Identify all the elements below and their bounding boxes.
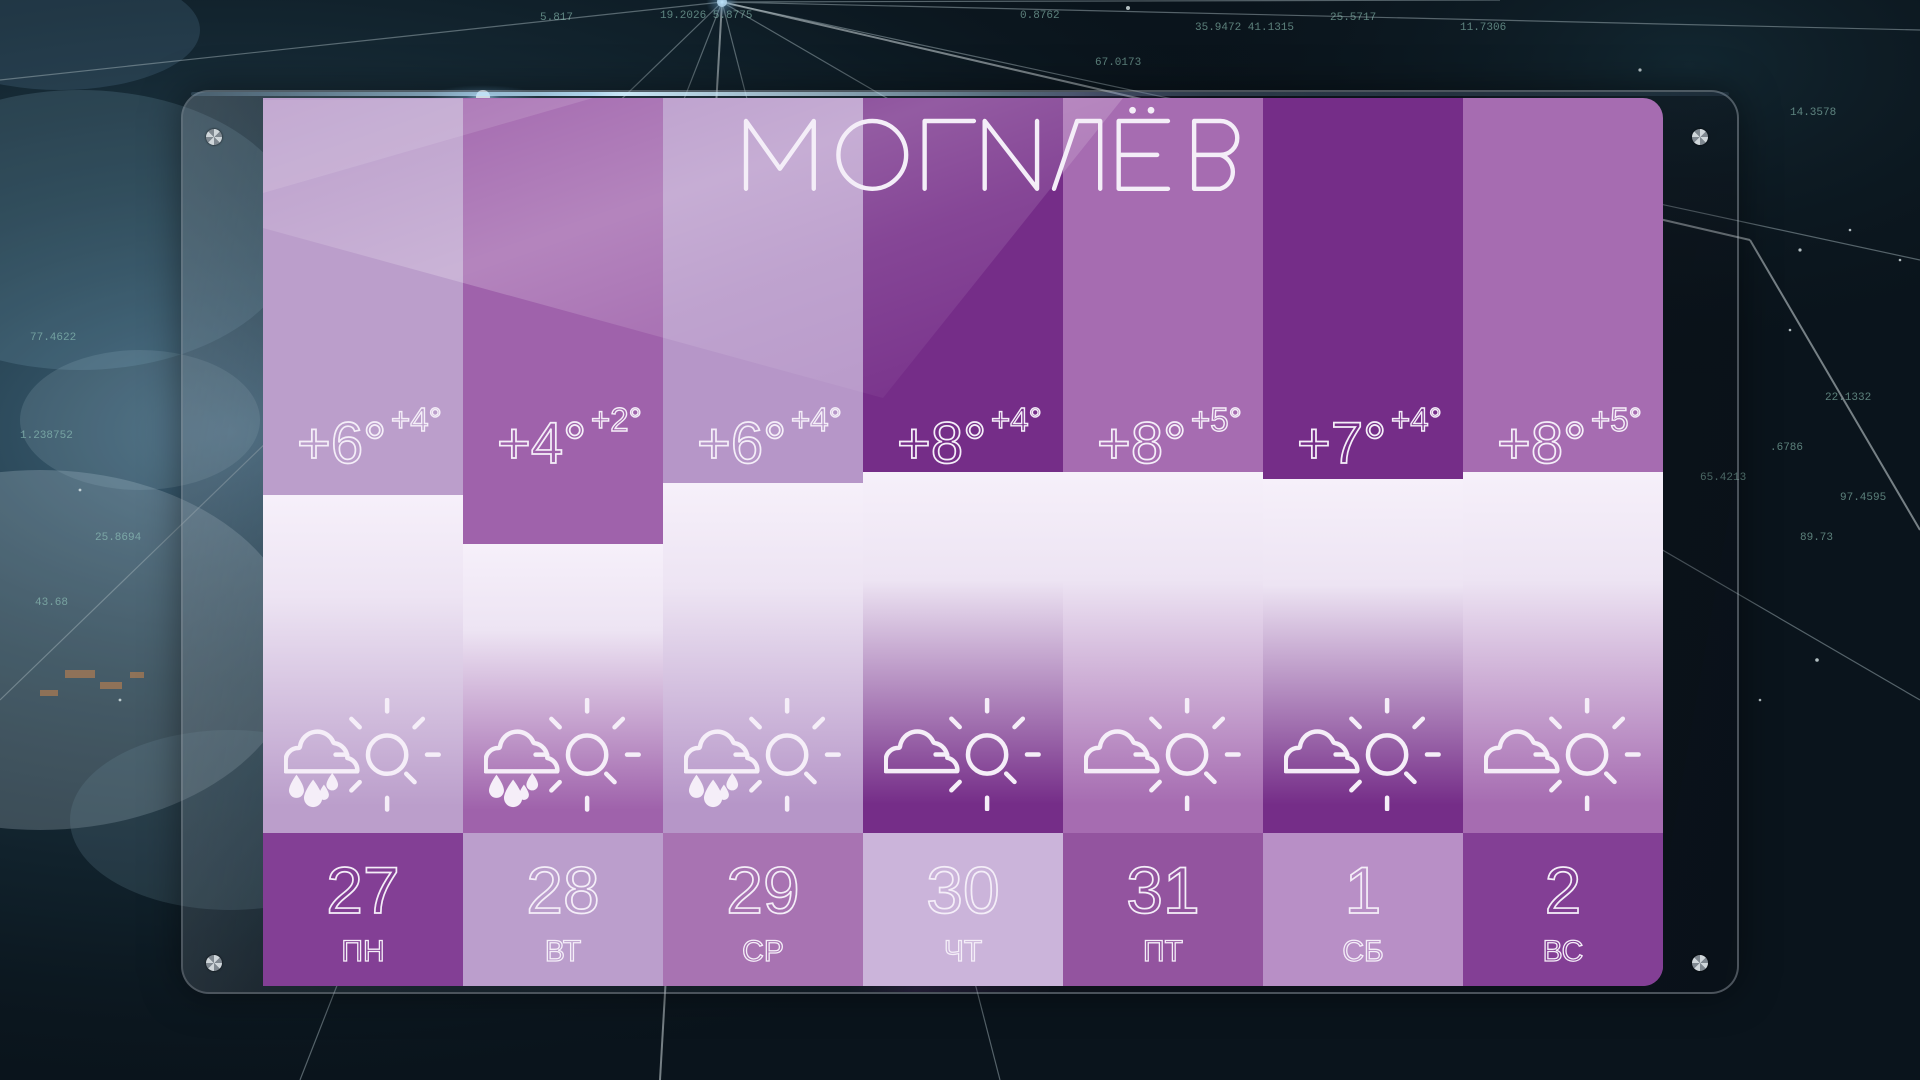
- svg-text:+4°: +4°: [497, 411, 586, 476]
- svg-text:89.73: 89.73: [1800, 532, 1833, 544]
- svg-text:1.238752: 1.238752: [20, 430, 73, 442]
- svg-text:22.1332: 22.1332: [1825, 392, 1871, 404]
- svg-text:+5°: +5°: [1591, 401, 1642, 438]
- svg-text:ВТ: ВТ: [545, 935, 581, 968]
- svg-text:35.9472 41.1315: 35.9472 41.1315: [1195, 22, 1294, 34]
- svg-text:0.8762: 0.8762: [1020, 10, 1060, 22]
- svg-text:+6°: +6°: [697, 411, 786, 476]
- svg-text:25.8694: 25.8694: [95, 532, 142, 544]
- svg-text:28: 28: [526, 853, 599, 927]
- svg-text:5.817: 5.817: [540, 12, 573, 24]
- svg-text:+8°: +8°: [1097, 411, 1186, 476]
- svg-text:СР: СР: [742, 935, 784, 968]
- svg-text:43.68: 43.68: [35, 597, 68, 609]
- svg-text:30: 30: [926, 853, 999, 927]
- svg-text:14.3578: 14.3578: [1790, 107, 1836, 119]
- svg-text:+5°: +5°: [1191, 401, 1242, 438]
- svg-text:19.2026 5.8775: 19.2026 5.8775: [660, 10, 752, 22]
- svg-text:ПТ: ПТ: [1143, 935, 1183, 968]
- svg-text:+7°: +7°: [1297, 411, 1386, 476]
- svg-text:77.4622: 77.4622: [30, 332, 76, 344]
- svg-text:+6°: +6°: [297, 411, 386, 476]
- svg-text:.6786: .6786: [1770, 442, 1803, 454]
- svg-text:1: 1: [1345, 853, 1382, 927]
- svg-text:+4°: +4°: [791, 401, 842, 438]
- svg-text:27: 27: [326, 853, 399, 927]
- svg-text:97.4595: 97.4595: [1840, 492, 1886, 504]
- svg-text:67.0173: 67.0173: [1095, 57, 1141, 69]
- svg-text:ВС: ВС: [1543, 935, 1584, 968]
- svg-text:ПН: ПН: [341, 935, 384, 968]
- svg-text:+8°: +8°: [1497, 411, 1586, 476]
- svg-text:2: 2: [1545, 853, 1582, 927]
- svg-text:29: 29: [726, 853, 799, 927]
- svg-text:+2°: +2°: [591, 401, 642, 438]
- svg-text:СБ: СБ: [1342, 935, 1383, 968]
- svg-text:ЧТ: ЧТ: [944, 935, 982, 968]
- svg-text:+4°: +4°: [391, 401, 442, 438]
- svg-text:+4°: +4°: [1391, 401, 1442, 438]
- svg-text:25.5717: 25.5717: [1330, 12, 1376, 24]
- svg-text:+4°: +4°: [991, 401, 1042, 438]
- svg-text:+8°: +8°: [897, 411, 986, 476]
- svg-text:31: 31: [1126, 853, 1199, 927]
- svg-text:11.7306: 11.7306: [1460, 22, 1506, 34]
